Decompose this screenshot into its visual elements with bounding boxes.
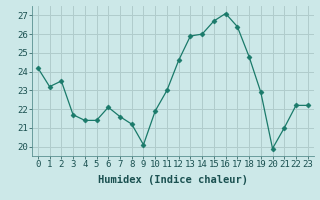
- X-axis label: Humidex (Indice chaleur): Humidex (Indice chaleur): [98, 175, 248, 185]
